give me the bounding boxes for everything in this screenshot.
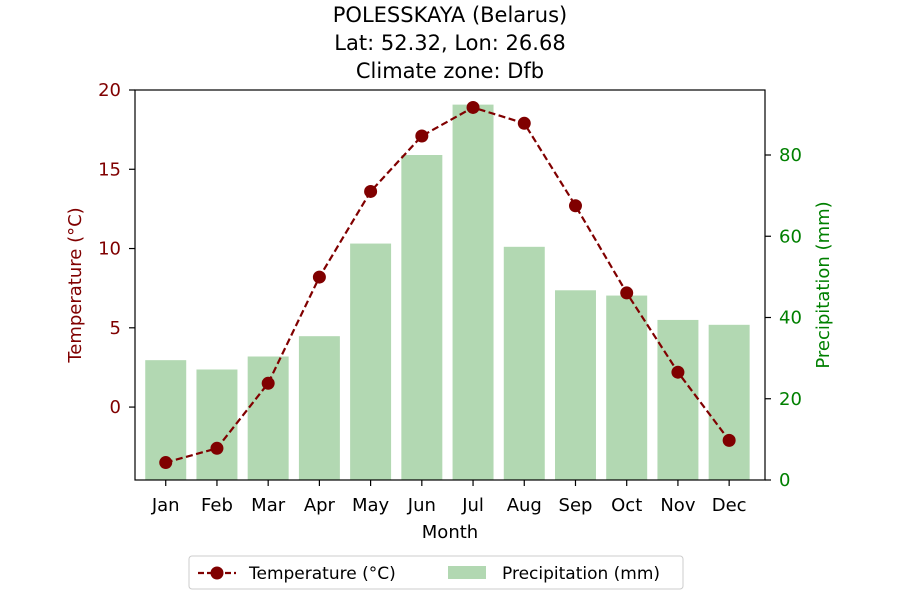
precipitation-bar-jun (401, 155, 443, 480)
temperature-point-feb (210, 441, 224, 455)
temperature-tick-label: 15 (98, 159, 121, 180)
precipitation-bar-mar (247, 356, 289, 480)
chart-title-line-station: POLESSKAYA (Belarus) (333, 3, 568, 27)
precipitation-bar-feb (196, 369, 238, 480)
temperature-point-aug (517, 116, 531, 130)
month-tick-label-nov: Nov (660, 495, 695, 516)
legend-precipitation-swatch (448, 566, 486, 579)
month-tick-label-jun: Jun (407, 495, 436, 516)
precipitation-bars (145, 104, 750, 480)
plot-area-frame (134, 89, 766, 481)
precipitation-bar-sep (555, 290, 596, 480)
legend-temperature-marker (210, 566, 224, 580)
month-tick-label-jan: Jan (151, 495, 180, 516)
temperature-point-sep (568, 199, 582, 213)
temperature-point-mar (261, 376, 275, 390)
x-axis-label: Month (422, 522, 478, 543)
temperature-point-oct (620, 286, 634, 300)
temperature-point-may (364, 184, 378, 198)
temperature-tick-label: 5 (110, 318, 121, 339)
precipitation-bar-oct (606, 295, 648, 480)
temperature-point-dec (722, 433, 736, 447)
month-tick-label-feb: Feb (201, 495, 233, 516)
temperature-point-nov (671, 365, 685, 379)
temperature-line (165, 106, 731, 464)
temperature-axis-label: Temperature (°C) (65, 207, 86, 363)
precipitation-bar-may (350, 243, 392, 480)
precipitation-tick-label: 40 (779, 308, 802, 329)
temperature-point-jan (159, 456, 173, 470)
month-axis-ticks: Jan Feb Mar Apr May Jun Jul Aug Sep Oct Nov Dec (151, 480, 747, 516)
chart-title-line-coords: Lat: 52.32, Lon: 26.68 (334, 31, 565, 55)
temperature-tick-label: 0 (110, 397, 121, 418)
legend-precipitation-label: Precipitation (mm) (502, 564, 660, 584)
temperature-tick-label: 20 (98, 80, 121, 101)
temperature-point-jun (415, 129, 429, 143)
month-tick-label-mar: Mar (251, 495, 286, 516)
legend: Temperature (°C) Precipitation (mm) (188, 555, 684, 590)
chart-title: POLESSKAYA (Belarus) Lat: 52.32, Lon: 26… (333, 3, 568, 83)
precipitation-tick-label: 20 (779, 389, 802, 410)
precipitation-bar-dec (708, 324, 750, 480)
precipitation-bar-aug (503, 246, 545, 480)
precipitation-axis-label: Precipitation (mm) (813, 201, 834, 368)
month-tick-label-may: May (352, 495, 390, 516)
temperature-tick-label: 10 (98, 239, 121, 260)
precipitation-bar-nov (657, 319, 699, 480)
precipitation-bar-apr (298, 336, 340, 480)
temperature-point-jul (466, 100, 480, 114)
month-tick-label-apr: Apr (304, 495, 336, 516)
legend-temperature-label: Temperature (°C) (248, 564, 396, 584)
precipitation-bar-jul (452, 104, 494, 480)
temperature-axis-ticks: 0 5 10 15 20 (98, 80, 135, 418)
legend-box (188, 555, 684, 590)
precipitation-axis-ticks: 0 20 40 60 80 (765, 145, 802, 491)
temperature-point-apr (312, 270, 326, 284)
month-tick-label-jul: Jul (461, 495, 484, 516)
temperature-series (159, 100, 736, 470)
chart-title-line-climate: Climate zone: Dfb (356, 59, 544, 83)
precipitation-tick-label: 80 (779, 145, 802, 166)
month-tick-label-aug: Aug (507, 495, 542, 516)
month-tick-label-oct: Oct (611, 495, 642, 516)
month-tick-label-dec: Dec (712, 495, 747, 516)
precipitation-tick-label: 60 (779, 226, 802, 247)
month-tick-label-sep: Sep (559, 495, 593, 516)
precipitation-tick-label: 0 (779, 470, 790, 491)
